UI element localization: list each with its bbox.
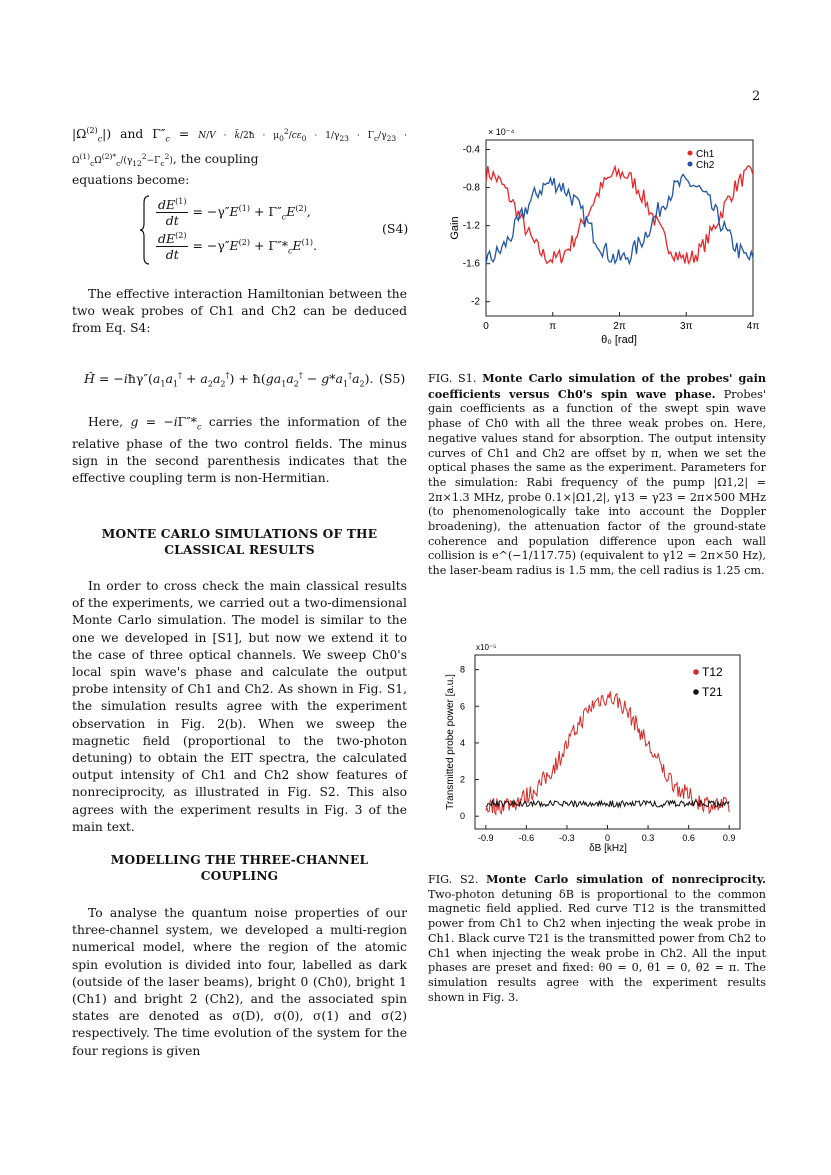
legend-label-t21: T21	[702, 685, 723, 699]
chart1-xtick-label: π	[549, 321, 556, 332]
chart1-ylabel: Gain	[449, 216, 461, 239]
paragraph-monte-carlo: In order to cross check the main classic…	[72, 579, 407, 834]
caption-fig-s2: FIG. S2. Monte Carlo simulation of nonre…	[428, 872, 766, 1004]
chart2-xtick-label: -0.6	[519, 833, 535, 843]
chart2-ytick-label: 8	[460, 665, 465, 675]
chart2-xtick-label: 0	[605, 833, 610, 843]
chart2-ytick-label: 2	[460, 775, 465, 785]
chart2-ytick-label: 6	[460, 701, 465, 711]
chart2-series-t21	[485, 798, 730, 809]
paragraph-here: Here, g = −iΓ″*c carries the information…	[72, 415, 407, 486]
paragraph-hamiltonian: The effective interaction Hamiltonian be…	[72, 287, 407, 336]
chart2-exponent: x10⁻⁵	[476, 643, 496, 652]
legend-marker-ch1	[687, 150, 693, 156]
chart1-xtick-label: 0	[483, 321, 489, 332]
chart2-xtick-label: 0.6	[682, 833, 695, 843]
caption-fig-s1: FIG. S1. Monte Carlo simulation of the p…	[428, 371, 767, 578]
chart1-ytick-label: -0.4	[463, 145, 481, 156]
chart2-series-t12	[485, 691, 730, 816]
chart1-ytick-label: -0.8	[463, 183, 481, 194]
eq-s5-label: (S5)	[379, 371, 406, 386]
intro-line2: equations become:	[72, 172, 190, 187]
chart1-ytick-label: -1.2	[463, 221, 481, 232]
legend-marker-ch2	[687, 161, 693, 167]
legend-label-ch2: Ch2	[696, 160, 715, 171]
chart2-xtick-label: -0.3	[559, 833, 575, 843]
legend-marker-t21	[693, 689, 699, 695]
chart-fig-s1: × 10⁻⁴ -0.4-0.8-1.2-1.6-2 0 π 2π 3π 4π Gain …	[449, 127, 760, 346]
chart1-legend: Ch1 Ch2	[687, 149, 715, 171]
chart-fig-s2: x10⁻⁵ 0 2 4 6 8 -0.9 -0.6 -0.3 0 0.3 0.6 0.9 Trans…	[445, 643, 741, 854]
heading-modelling: MODELLING THE THREE-CHANNEL COUPLING	[110, 853, 369, 883]
page-number: 2	[752, 89, 761, 104]
chart2-ytick-label: 4	[460, 738, 465, 748]
chart2-xlabel: δB [kHz]	[589, 843, 627, 854]
chart2-ytick-label: 0	[460, 811, 465, 821]
legend-label-ch1: Ch1	[696, 149, 715, 160]
legend-marker-t12	[693, 669, 699, 675]
legend-label-t12: T12	[702, 665, 723, 679]
chart1-series-ch1	[485, 164, 754, 266]
equation-s4: dE(1) dt = −γ″E(1) + Γ″cE(2), dE(2) dt = −…	[140, 195, 409, 267]
chart1-xtick-label: 2π	[613, 321, 626, 332]
brace-icon	[140, 195, 150, 265]
paragraph-modelling: To analyse the quantum noise properties …	[72, 906, 407, 1058]
chart1-ytick-label: -1.6	[463, 259, 481, 270]
chart1-ytick-label: -2	[471, 297, 480, 308]
chart2-ylabel: Transmitted probe power [a.u.]	[445, 674, 456, 810]
chart1-xtick-label: 4π	[747, 321, 760, 332]
intro-line: |Ω(2)c|) and Γ″c = N/V · k̄/2ħ · μ02/cε0…	[72, 122, 407, 189]
chart1-xtick-label: 3π	[680, 321, 693, 332]
chart1-exponent: × 10⁻⁴	[488, 127, 515, 137]
chart1-xlabel: θ₀ [rad]	[601, 334, 637, 346]
chart2-legend: T12 T21	[693, 665, 723, 699]
eq-s4-label: (S4)	[382, 221, 409, 236]
chart2-xtick-label: -0.9	[478, 833, 494, 843]
chart2-xtick-label: 0.9	[723, 833, 736, 843]
chart1-series-ch2	[485, 173, 754, 266]
chart2-xtick-label: 0.3	[642, 833, 655, 843]
heading-monte-carlo: MONTE CARLO SIMULATIONS OF THE CLASSICAL…	[101, 527, 378, 557]
